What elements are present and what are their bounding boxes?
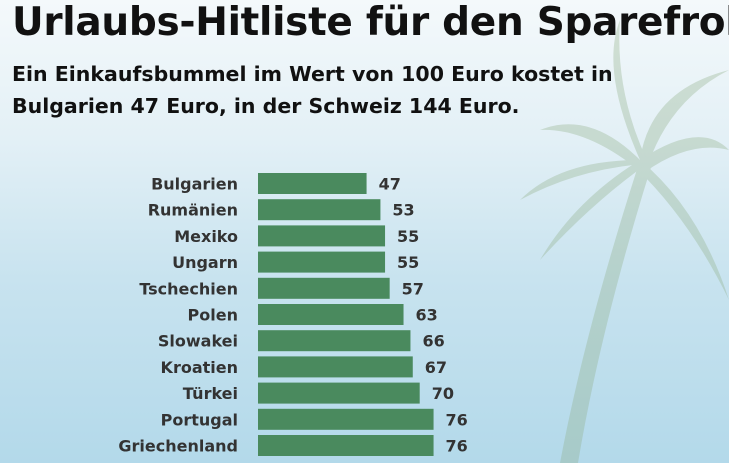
category-label: Tschechien <box>139 279 238 298</box>
value-label: 57 <box>402 279 424 298</box>
chart-title: Urlaubs-Hitliste für den Sparefroh <box>12 0 729 45</box>
value-label: 63 <box>416 306 438 325</box>
bar <box>258 356 413 378</box>
category-label: Ungarn <box>172 253 238 272</box>
category-label: Slowakei <box>158 332 238 351</box>
value-label: 76 <box>446 410 468 429</box>
bar <box>258 199 381 221</box>
bar <box>258 173 367 194</box>
value-label: 53 <box>392 201 414 220</box>
bar <box>258 251 386 273</box>
value-label: 55 <box>397 253 419 272</box>
value-label: 70 <box>432 384 454 403</box>
value-label: 66 <box>422 332 444 351</box>
bar <box>258 330 411 352</box>
bar <box>258 304 404 325</box>
value-label: 55 <box>397 227 419 246</box>
value-label: 76 <box>446 437 468 456</box>
value-label: 67 <box>425 358 447 377</box>
category-label: Mexiko <box>174 227 238 246</box>
value-label: 47 <box>379 175 401 194</box>
category-label: Rumänien <box>148 201 238 220</box>
bar <box>258 225 386 247</box>
category-label: Kroatien <box>161 358 238 377</box>
chart-subtitle: Ein Einkaufsbummel im Wert von 100 Euro … <box>12 62 613 118</box>
category-label: Bulgarien <box>151 175 238 194</box>
bar <box>258 435 434 456</box>
category-label: Türkei <box>183 384 238 403</box>
bar <box>258 408 434 430</box>
category-label: Griechenland <box>118 437 238 456</box>
category-label: Portugal <box>161 410 238 429</box>
bar <box>258 277 390 299</box>
category-label: Polen <box>188 306 238 325</box>
bar <box>258 382 420 404</box>
